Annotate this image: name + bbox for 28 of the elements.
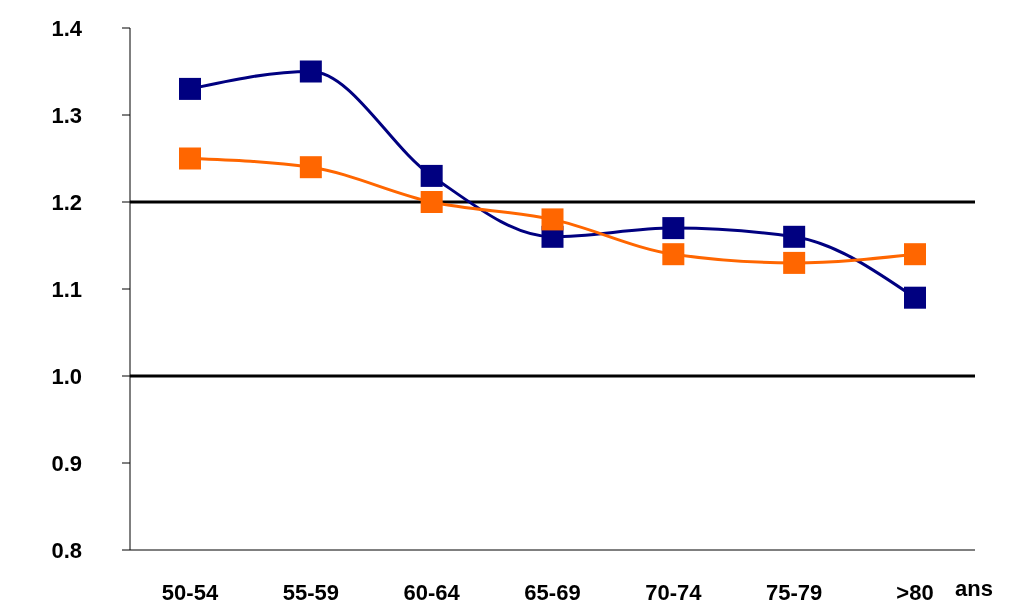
x-tick-label: 70-74 bbox=[645, 579, 703, 605]
point bbox=[420, 164, 443, 187]
point bbox=[662, 243, 685, 266]
x-tick-label: 65-69 bbox=[524, 579, 581, 605]
x-tick-label: 75-79 bbox=[766, 579, 823, 605]
point bbox=[179, 77, 201, 100]
point bbox=[299, 156, 322, 179]
x-tick-label: 55-59 bbox=[282, 579, 339, 605]
x-tick-label: >80 bbox=[896, 579, 934, 605]
point bbox=[904, 243, 926, 266]
y-tick-label: 1.1 bbox=[51, 276, 82, 302]
point bbox=[420, 191, 443, 213]
point bbox=[179, 147, 201, 170]
y-tick-label: 0.9 bbox=[51, 450, 82, 476]
point bbox=[783, 251, 806, 274]
point bbox=[541, 208, 564, 231]
y-tick-label: 0.8 bbox=[51, 537, 82, 563]
y-tick-label: 1.4 bbox=[51, 15, 83, 41]
x-tick-label: 60-64 bbox=[403, 579, 461, 605]
point bbox=[904, 286, 926, 309]
y-tick-label: 1.2 bbox=[51, 189, 82, 215]
x-tick-label: 50-54 bbox=[161, 579, 219, 605]
x-axis-title: ans bbox=[955, 576, 993, 601]
point bbox=[783, 225, 806, 248]
point bbox=[299, 60, 322, 83]
y-tick-label: 1.3 bbox=[51, 102, 82, 128]
point bbox=[662, 217, 685, 240]
y-tick-label: 1.0 bbox=[51, 363, 82, 389]
